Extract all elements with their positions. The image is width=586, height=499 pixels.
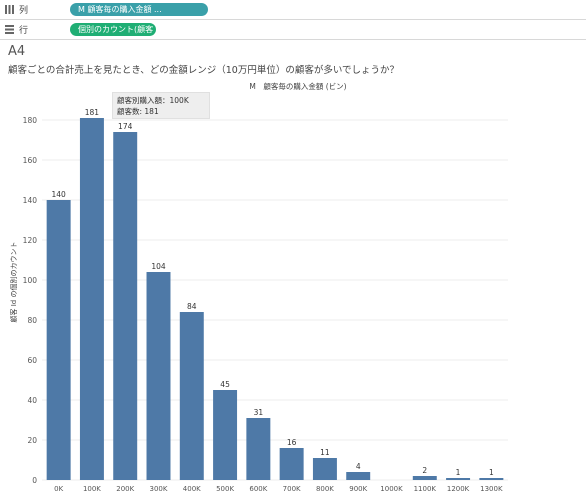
bar-value-label: 104 bbox=[151, 262, 166, 271]
x-tick-label: 0K bbox=[54, 485, 63, 493]
x-tick-label: 1000K bbox=[380, 485, 403, 493]
bar-value-label: 31 bbox=[254, 408, 264, 417]
x-tick-label: 200K bbox=[116, 485, 134, 493]
x-tick-label: 1100K bbox=[414, 485, 437, 493]
bar-800K[interactable] bbox=[312, 458, 337, 480]
bar-900K[interactable] bbox=[346, 472, 371, 480]
columns-icon bbox=[5, 5, 14, 14]
y-axis-label: 顧客 Id の個別のカウント bbox=[9, 242, 18, 323]
rows-shelf-label: 行 bbox=[19, 26, 29, 36]
tooltip-line-1: 顧客別購入額：100K bbox=[117, 96, 189, 105]
sheet-subtitle: 顧客ごとの合計売上を見たとき、どの金額レンジ（10万円単位）の顧客が多いでしょう… bbox=[8, 65, 400, 76]
bar-value-label: 45 bbox=[220, 380, 230, 389]
rows-pill[interactable]: 個別のカウント(顧客 Id) bbox=[70, 23, 156, 36]
y-tick-label: 60 bbox=[27, 356, 37, 365]
bar-value-label: 1 bbox=[489, 468, 494, 477]
bar-300K[interactable] bbox=[146, 272, 171, 480]
y-tick-label: 180 bbox=[23, 116, 38, 125]
columns-shelf-label: 列 bbox=[19, 6, 29, 16]
rows-icon bbox=[5, 25, 14, 34]
bar-value-label: 2 bbox=[422, 466, 427, 475]
y-tick-label: 0 bbox=[32, 476, 37, 485]
y-tick-label: 80 bbox=[27, 316, 37, 325]
tooltip-line-2: 顧客数: 181 bbox=[117, 107, 159, 116]
bar-700K[interactable] bbox=[279, 448, 304, 480]
bar-value-label: 1 bbox=[456, 468, 461, 477]
bar-1300K[interactable] bbox=[479, 478, 504, 480]
x-tick-label: 900K bbox=[349, 485, 367, 493]
bar-value-label: 174 bbox=[118, 122, 133, 131]
y-tick-label: 20 bbox=[27, 436, 37, 445]
x-tick-label: 400K bbox=[183, 485, 201, 493]
bar-1200K[interactable] bbox=[446, 478, 471, 480]
bar-value-label: 11 bbox=[320, 448, 330, 457]
columns-shelf: 列 M 顧客毎の購入金額 ... bbox=[0, 0, 586, 20]
y-axis-ticks: 0 20 40 60 80 100 120 140 160 180 bbox=[23, 116, 38, 485]
sheet-title: A4 bbox=[8, 44, 26, 59]
bar-value-label: 140 bbox=[51, 190, 66, 199]
bar-value-label: 16 bbox=[287, 438, 297, 447]
y-tick-label: 120 bbox=[23, 236, 38, 245]
x-tick-label: 800K bbox=[316, 485, 334, 493]
bar-value-label: 4 bbox=[356, 462, 361, 471]
x-tick-label: 100K bbox=[83, 485, 101, 493]
chart-title: M 顧客毎の購入金額 (ビン) bbox=[249, 81, 346, 91]
bar-400K[interactable] bbox=[179, 312, 204, 480]
bar-value-label: 84 bbox=[187, 302, 197, 311]
x-tick-label: 700K bbox=[283, 485, 301, 493]
rows-shelf: 行 個別のカウント(顧客 Id) bbox=[0, 20, 586, 40]
bar-600K[interactable] bbox=[246, 418, 271, 480]
gridlines bbox=[42, 119, 508, 481]
y-tick-label: 40 bbox=[27, 396, 37, 405]
x-tick-label: 600K bbox=[249, 485, 267, 493]
x-tick-label: 1300K bbox=[480, 485, 503, 493]
bar-value-label: 181 bbox=[85, 108, 100, 117]
y-tick-label: 100 bbox=[23, 276, 38, 285]
x-tick-label: 500K bbox=[216, 485, 234, 493]
bar-200K[interactable] bbox=[113, 132, 138, 480]
bar-0K[interactable] bbox=[46, 200, 71, 480]
tooltip: 顧客別購入額：100K 顧客数: 181 bbox=[112, 92, 210, 119]
x-axis-ticks: 0K 100K 200K 300K 400K 500K 600K 700K 800K 900K 10… bbox=[54, 485, 503, 493]
bar-1100K[interactable] bbox=[412, 476, 437, 480]
x-tick-label: 300K bbox=[150, 485, 168, 493]
columns-pill[interactable]: M 顧客毎の購入金額 ... bbox=[70, 3, 208, 16]
x-tick-label: 1200K bbox=[447, 485, 470, 493]
bar-500K[interactable] bbox=[213, 390, 238, 480]
bar-100K[interactable] bbox=[79, 118, 104, 480]
y-tick-label: 140 bbox=[23, 196, 38, 205]
y-tick-label: 160 bbox=[23, 156, 38, 165]
